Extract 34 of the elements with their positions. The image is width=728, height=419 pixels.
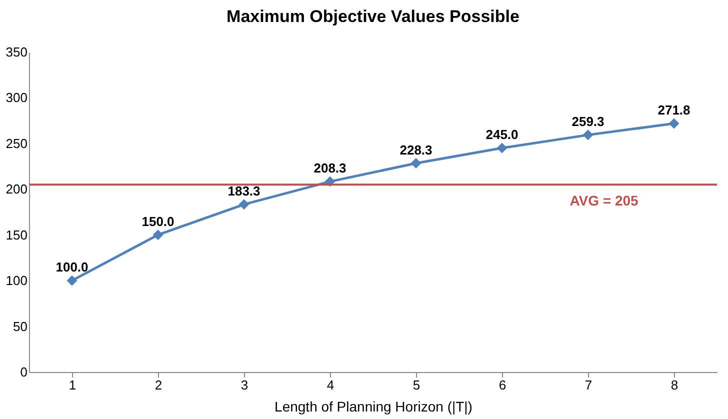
data-label: 259.3 xyxy=(572,114,604,129)
x-tick-label: 3 xyxy=(240,378,248,392)
x-tick-label: 1 xyxy=(68,378,76,392)
point xyxy=(152,230,164,240)
data-label: 245.0 xyxy=(486,127,518,142)
y-tick-label: 150 xyxy=(6,227,28,242)
x-tick-label: 5 xyxy=(412,378,420,392)
x-tick-label: 6 xyxy=(498,378,506,392)
y-tick-label: 0 xyxy=(20,364,28,380)
y-tick-label: 250 xyxy=(6,136,28,151)
x-tick-label: 7 xyxy=(584,378,592,392)
x-tick-label: 8 xyxy=(670,378,678,392)
x-tick-label: 2 xyxy=(154,378,162,392)
data-label: 208.3 xyxy=(314,160,346,176)
point xyxy=(238,199,250,210)
chart-title: Maximum Objective Values Possible xyxy=(226,7,520,26)
y-tick-label: 300 xyxy=(6,90,28,106)
data-label: 100.0 xyxy=(56,260,88,275)
y-tick-label: 200 xyxy=(6,182,28,197)
data-label: 183.3 xyxy=(228,183,260,198)
y-tick-label: 100 xyxy=(6,273,28,288)
data-label: 271.8 xyxy=(658,102,690,118)
ref-line-label: AVG = 205 xyxy=(570,192,639,209)
point xyxy=(66,275,78,286)
y-tick-label: 350 xyxy=(6,44,28,60)
x-tick-label: 4 xyxy=(326,378,334,392)
point xyxy=(668,118,680,129)
data-label: 150.0 xyxy=(142,214,174,229)
data-label: 228.3 xyxy=(400,142,432,158)
x-axis-title: Length of Planning Horizon (|T|) xyxy=(274,398,472,414)
point xyxy=(582,130,594,140)
point xyxy=(410,158,422,169)
point xyxy=(496,142,508,154)
y-tick-label: 50 xyxy=(13,318,28,334)
